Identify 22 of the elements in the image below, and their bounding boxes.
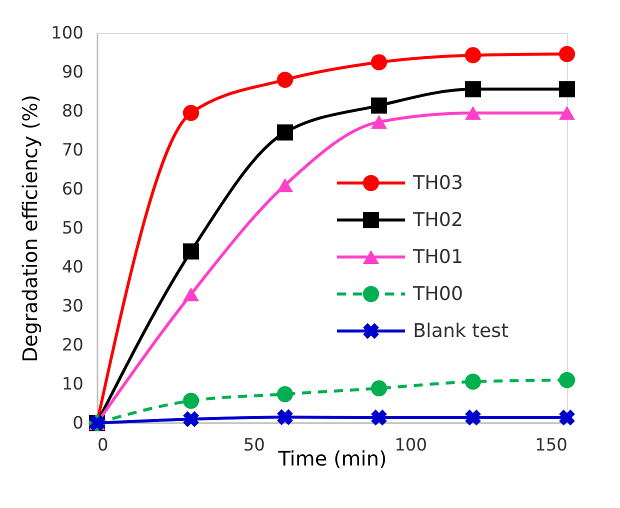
y-tick-label: 60 xyxy=(62,180,84,200)
y-tick-label: 30 xyxy=(62,296,84,316)
y-tick-label: 100 xyxy=(51,24,84,44)
y-tick-label: 20 xyxy=(62,336,84,356)
legend-label: TH00 xyxy=(412,283,464,305)
legend-label: TH01 xyxy=(412,246,464,268)
y-tick-label: 0 xyxy=(72,414,84,434)
y-axis-title: Degradation efficiency (%) xyxy=(18,94,42,362)
legend-label: TH02 xyxy=(412,209,464,231)
x-axis-title: Time (min) xyxy=(277,446,387,470)
y-tick-label: 40 xyxy=(62,258,84,278)
legend-label: Blank test xyxy=(413,320,509,342)
x-tick-label: 50 xyxy=(243,436,265,456)
y-tick-label: 90 xyxy=(62,62,84,82)
y-tick-label: 70 xyxy=(62,140,84,160)
y-tick-label: 50 xyxy=(62,218,84,238)
legend-label: TH03 xyxy=(412,172,464,194)
x-tick-label: 0 xyxy=(98,436,108,456)
x-tick-label: 150 xyxy=(535,436,568,456)
y-tick-label: 10 xyxy=(62,374,84,394)
y-tick-label: 80 xyxy=(62,102,84,122)
x-tick-label: 100 xyxy=(394,436,428,456)
